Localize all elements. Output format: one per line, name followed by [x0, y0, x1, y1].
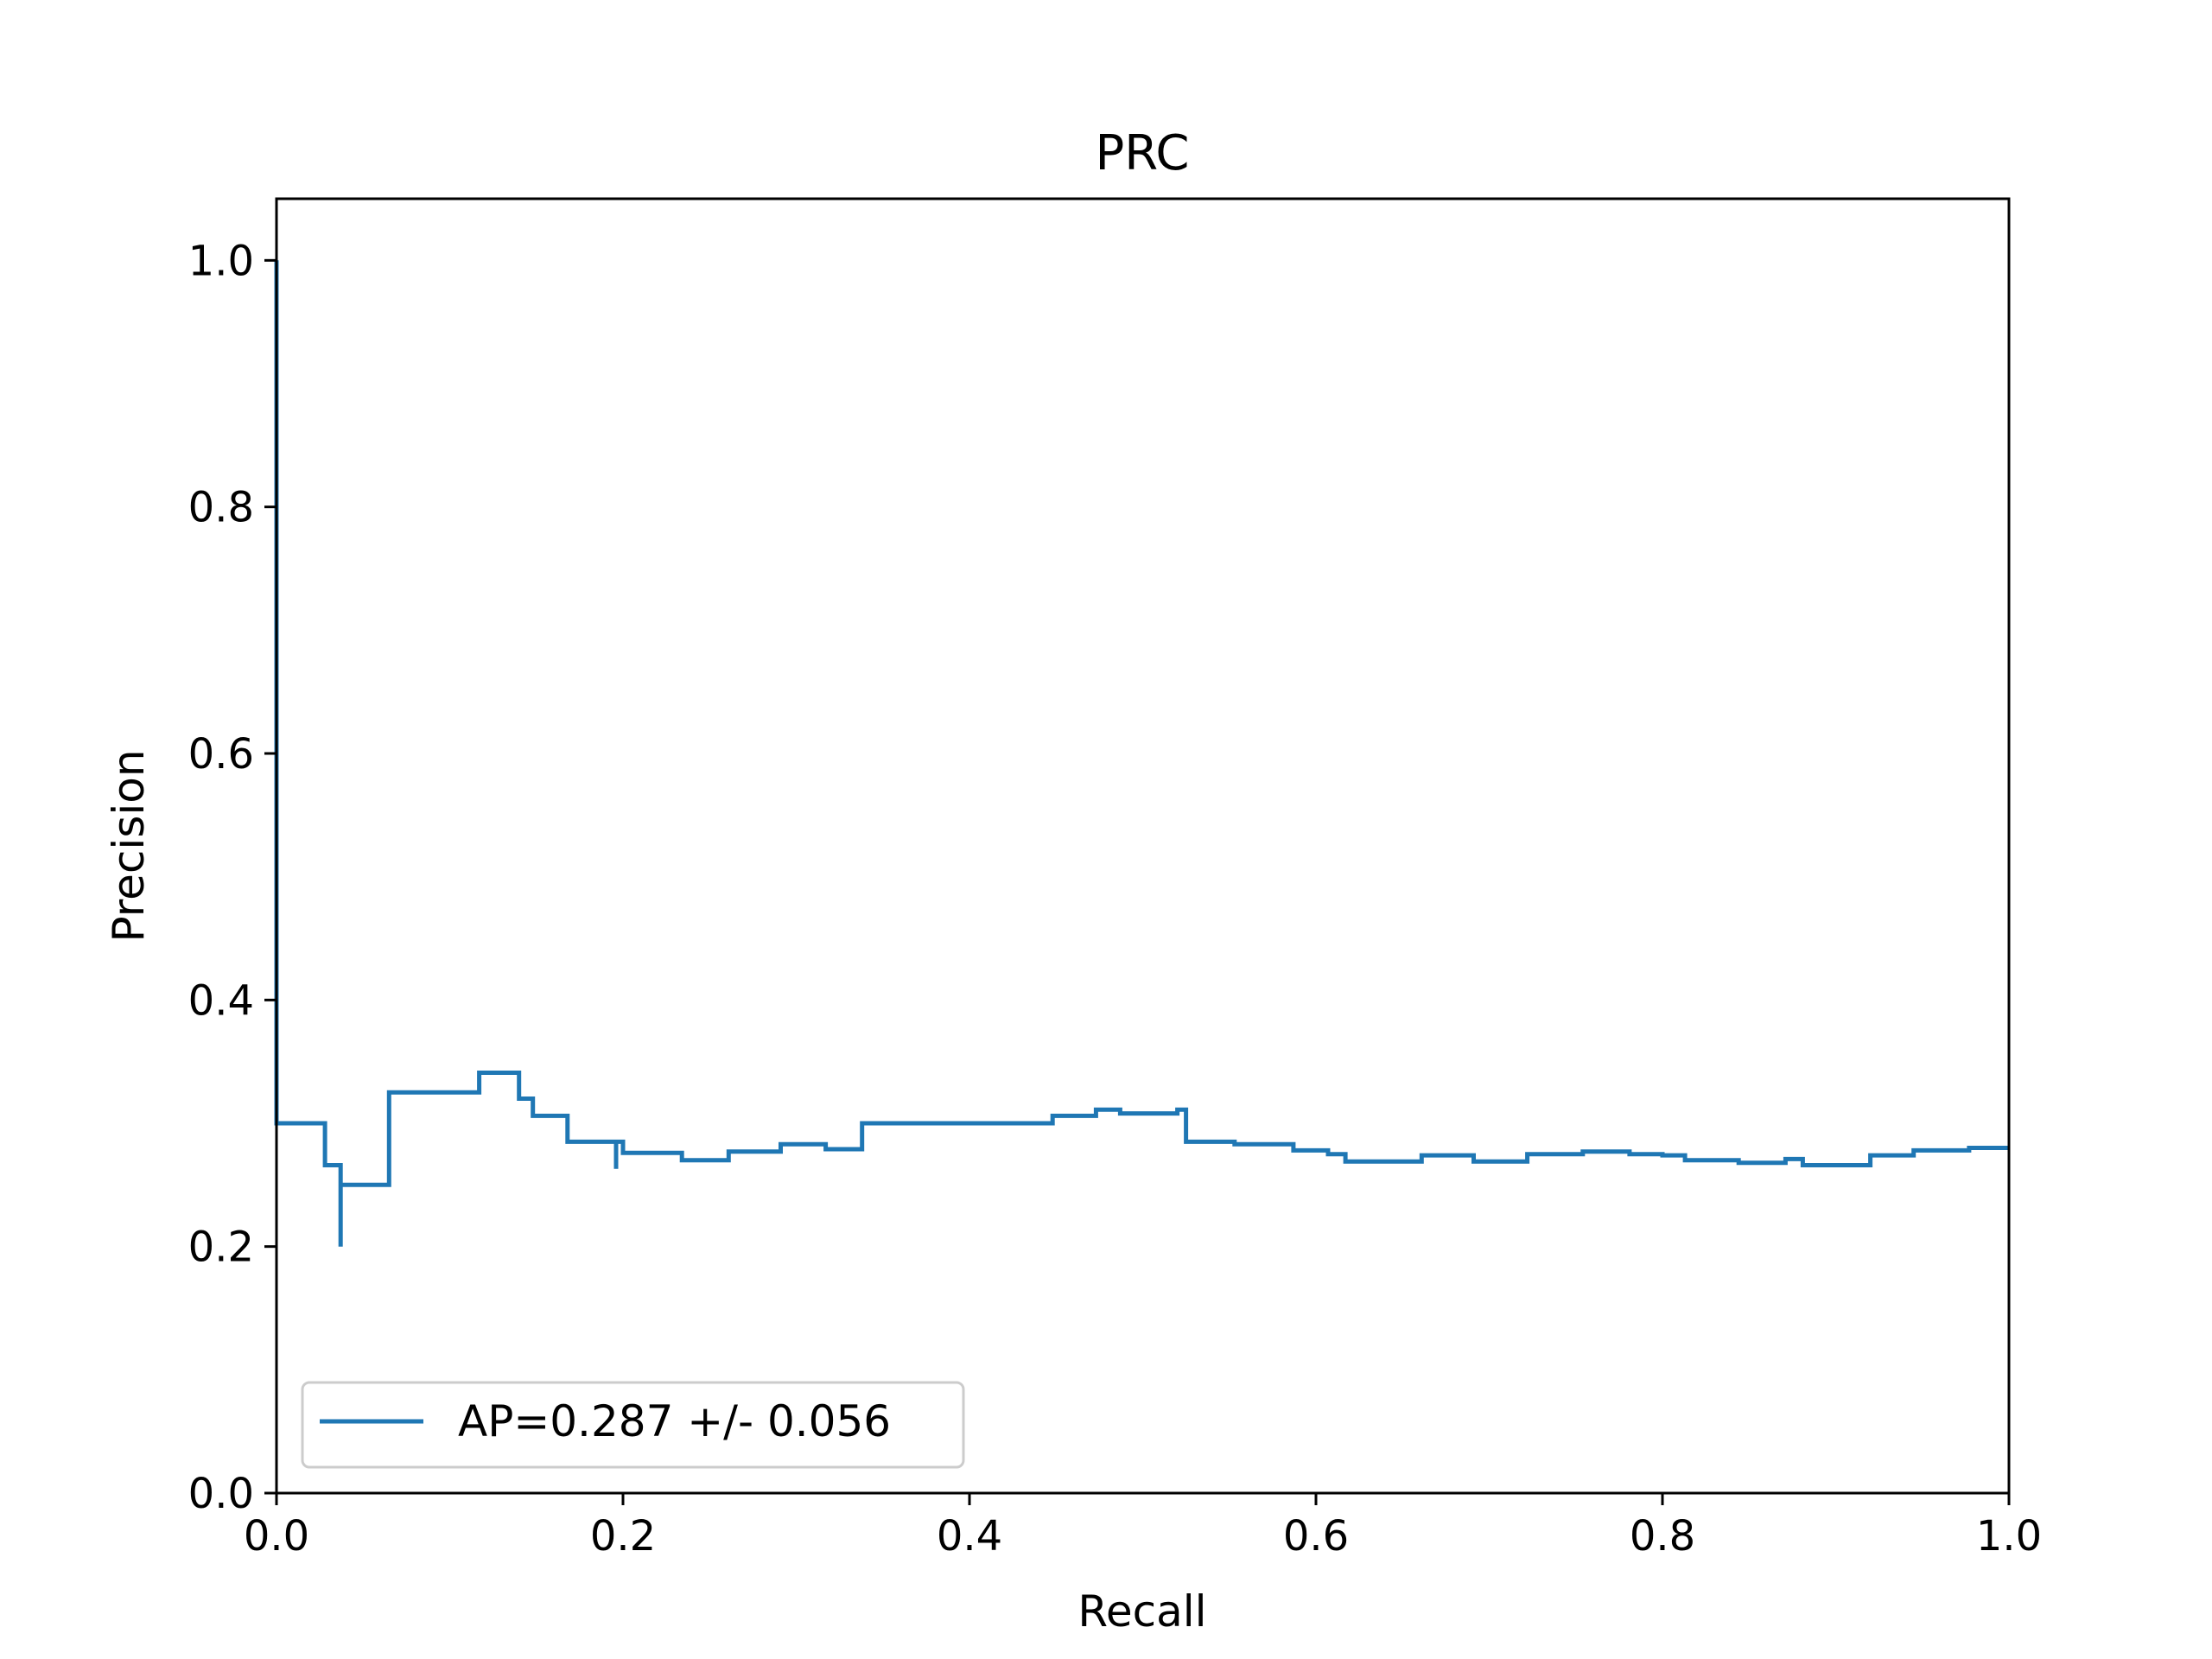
plot-area [276, 199, 2009, 1493]
y-tick-label: 1.0 [188, 237, 254, 285]
x-tick-label: 0.4 [937, 1512, 1002, 1560]
axes-frame [275, 197, 2011, 1495]
y-axis-ticks: 0.0 0.2 0.4 0.6 0.8 1.0 [188, 237, 276, 1518]
legend-label: AP=0.287 +/- 0.056 [458, 1396, 891, 1446]
y-tick-label: 0.8 [188, 484, 254, 532]
x-tick-label: 0.0 [244, 1512, 309, 1560]
series-layer [274, 260, 2009, 1247]
y-axis-label: Precision [104, 749, 154, 942]
x-tick-label: 0.6 [1283, 1512, 1349, 1560]
x-tick-label: 0.2 [590, 1512, 656, 1560]
series-line-0 [274, 260, 2009, 1247]
y-tick-label: 0.0 [188, 1470, 254, 1518]
x-axis-label: Recall [1077, 1586, 1206, 1637]
y-tick-label: 0.2 [188, 1224, 254, 1272]
legend: AP=0.287 +/- 0.056 [301, 1381, 965, 1469]
x-axis-ticks: 0.0 0.2 0.4 0.6 0.8 1.0 [244, 1493, 2042, 1560]
x-tick-label: 0.8 [1630, 1512, 1695, 1560]
y-tick-label: 0.4 [188, 976, 254, 1025]
legend-box [301, 1381, 965, 1469]
x-tick-label: 1.0 [1976, 1512, 2042, 1560]
y-tick-label: 0.6 [188, 730, 254, 779]
chart-title: PRC [1096, 125, 1190, 181]
